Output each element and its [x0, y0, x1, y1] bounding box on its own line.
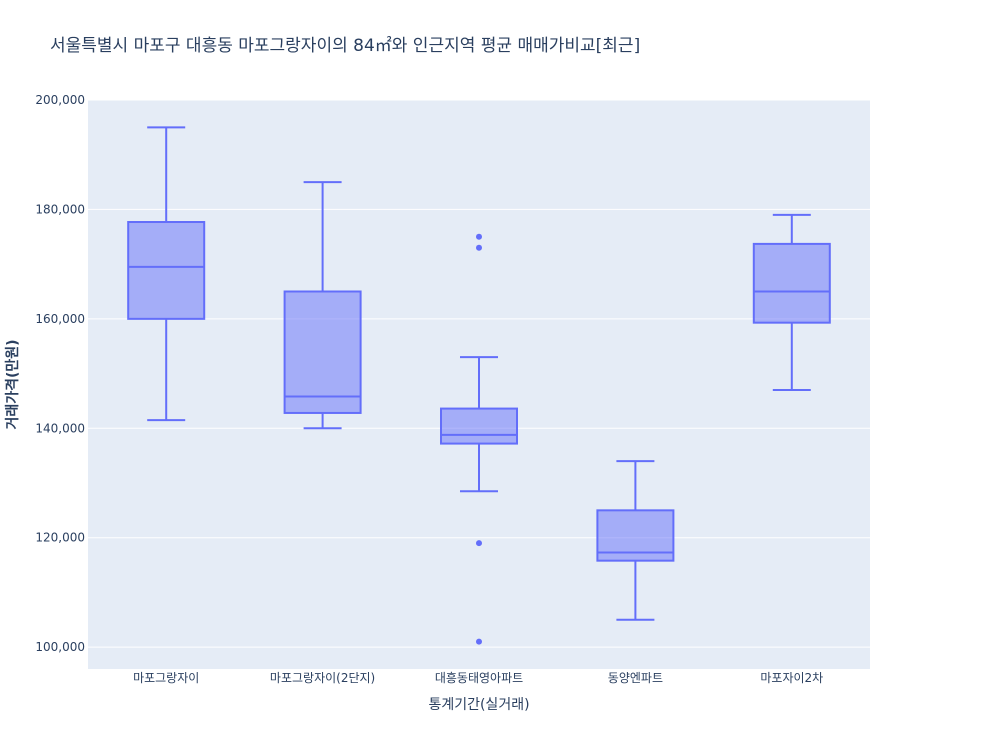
x-tick-label: 동양엔파트: [608, 671, 663, 685]
outlier-point: [476, 638, 482, 645]
y-axis-ticks: 100,000 120,000 140,000 160,000 180,000 200,0…: [35, 93, 85, 654]
iqr-box: [127, 221, 206, 320]
outlier-point: [476, 244, 482, 251]
iqr-box: [283, 290, 362, 414]
y-tick-label: 200,000: [35, 93, 85, 107]
box-5: [752, 213, 831, 391]
y-tick-label: 100,000: [35, 640, 85, 654]
box-4: [596, 460, 675, 621]
boxes-group: [127, 126, 831, 645]
iqr-box: [752, 242, 831, 324]
y-tick-label: 180,000: [35, 202, 85, 216]
box-3: [440, 233, 518, 645]
x-tick-label: 대흥동태영아파트: [435, 671, 523, 685]
x-tick-label: 마포자이2차: [760, 671, 823, 685]
y-tick-label: 140,000: [35, 421, 85, 435]
chart-title: 서울특별시 마포구 대흥동 마포그랑자이의 84㎡와 인근지역 평균 매매가비교…: [50, 36, 641, 56]
outlier-point: [476, 540, 482, 547]
box-1: [127, 126, 206, 422]
outlier-point: [476, 233, 482, 240]
y-tick-label: 160,000: [35, 312, 85, 326]
x-tick-label: 마포그랑자이: [133, 671, 199, 685]
x-axis-ticks: 마포그랑자이 마포그랑자이(2단지) 대흥동태영아파트 동양엔파트 마포자이2차: [133, 671, 823, 685]
iqr-box: [440, 407, 518, 445]
box-2: [283, 181, 362, 430]
y-axis-title: 거래가격(만원): [4, 339, 21, 429]
y-tick-label: 120,000: [35, 531, 85, 545]
x-tick-label: 마포그랑자이(2단지): [270, 671, 375, 685]
x-axis-title: 통계기간(실거래): [428, 697, 529, 713]
gridlines: [88, 99, 870, 648]
